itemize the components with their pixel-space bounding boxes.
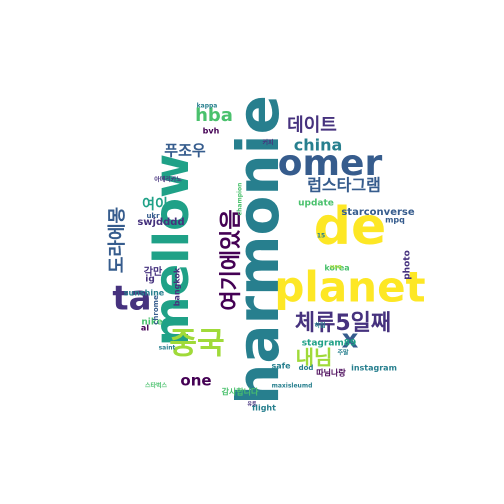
cloud-word: 각만 [144, 265, 163, 278]
cloud-word: safe [271, 362, 291, 371]
cloud-word: ta [112, 279, 151, 319]
cloud-word: 체류5일째 [295, 311, 391, 336]
cloud-word: chrome [152, 295, 160, 325]
cloud-word: de [314, 197, 387, 257]
cloud-word: 주말 [337, 349, 349, 357]
cloud-word: 푸조우 [164, 142, 206, 160]
cloud-word: omer [278, 143, 383, 184]
cloud-word: al [141, 324, 149, 333]
cloud-word: sunshine [124, 289, 165, 298]
cloud-word: harmonie [224, 95, 292, 405]
cloud-word: starconverse [341, 207, 415, 218]
cloud-word: planet [274, 263, 425, 312]
cloud-word: nike [141, 318, 162, 328]
cloud-word: 럽스타그램 [307, 176, 381, 195]
cloud-word: 따님나랑 [316, 368, 346, 378]
cloud-word: usa [330, 264, 342, 271]
cloud-word: flight [252, 404, 276, 413]
cloud-word: 아메리카노 [154, 176, 182, 184]
cloud-word: 내님 [296, 346, 333, 370]
cloud-word: 여이 [142, 196, 168, 213]
cloud-word: bangkok [173, 267, 182, 306]
cloud-word: mpq [385, 216, 405, 225]
cloud-word: 커피 [262, 139, 273, 147]
cloud-word: photo [403, 250, 413, 280]
cloud-word: 감사합니다 [222, 387, 259, 397]
cloud-word: 데이트 [287, 115, 337, 136]
cloud-word: 도라에몽 [107, 207, 128, 273]
cloud-word: instagram [351, 364, 397, 373]
cloud-word: bvh [203, 127, 220, 136]
cloud-word: ig [145, 275, 155, 285]
cloud-word: swjdddd [137, 217, 184, 228]
cloud-word: 15 [317, 233, 325, 240]
cloud-word: maxisleumd [272, 383, 313, 390]
cloud-word: champion [237, 183, 244, 216]
cloud-word: 여기에있음 [219, 209, 244, 310]
word-group: harmonie de mellow omer planet ta 중국 여기에있음체류5일째… [107, 95, 426, 412]
cloud-word: one [180, 372, 211, 390]
cloud-word: 유토 [247, 401, 257, 408]
cloud-word: stagram89 [302, 339, 357, 349]
cloud-word: 하림 [314, 322, 325, 330]
cloud-word: hba [195, 105, 233, 126]
cloud-word: mellow [144, 154, 200, 347]
cloud-word: 중국 [169, 327, 224, 362]
cloud-word: ukr [146, 212, 160, 220]
cloud-word: dod [299, 364, 314, 372]
cloud-word: korea [324, 264, 349, 273]
cloud-word: x [342, 325, 359, 355]
cloud-word: 스타벅스 [145, 382, 168, 390]
cloud-word: saint [159, 345, 176, 352]
cloud-word: kappa [197, 103, 218, 110]
cloud-word: china [294, 136, 343, 155]
cloud-word: update [298, 199, 334, 209]
